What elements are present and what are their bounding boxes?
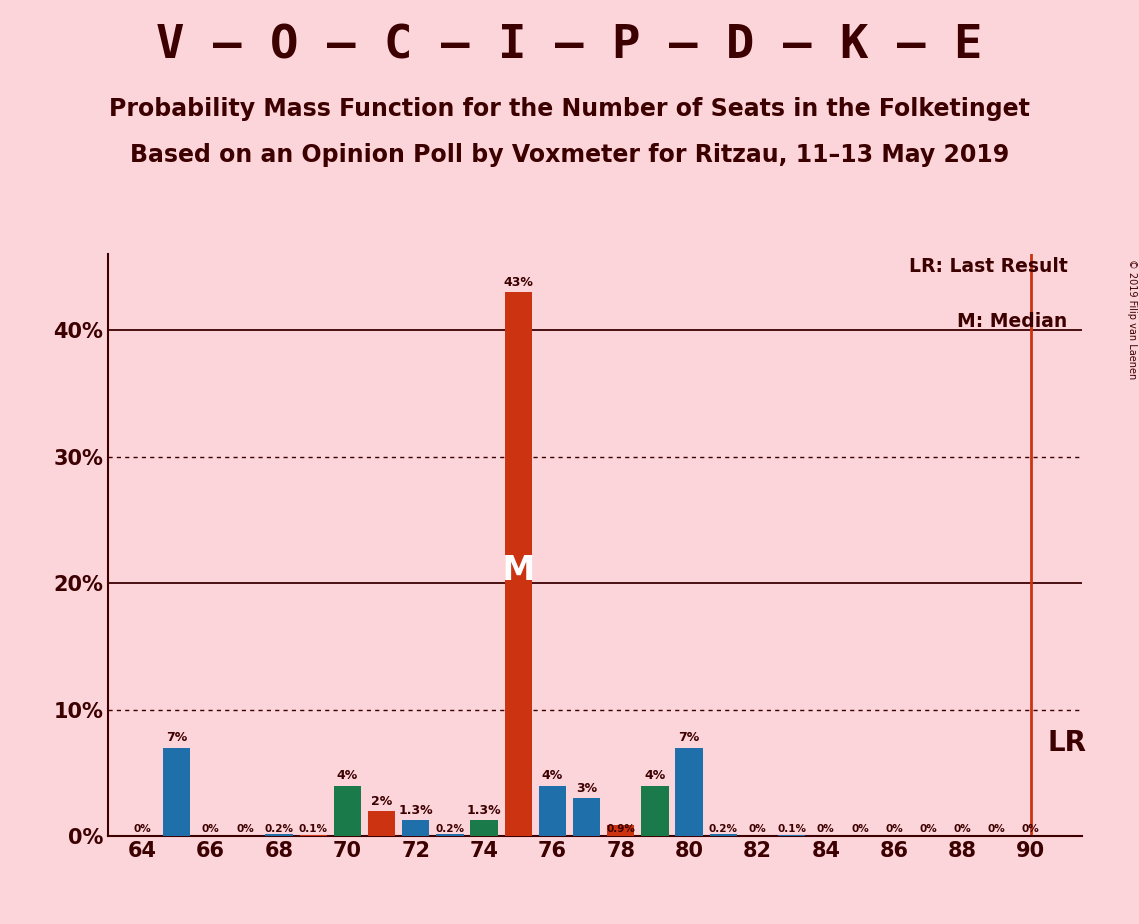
Text: 7%: 7% [679, 732, 699, 745]
Text: LR: LR [1048, 729, 1087, 757]
Text: 0%: 0% [133, 824, 151, 834]
Text: Based on an Opinion Poll by Voxmeter for Ritzau, 11–13 May 2019: Based on an Opinion Poll by Voxmeter for… [130, 143, 1009, 167]
Bar [402, 820, 429, 836]
Text: 1.3%: 1.3% [467, 804, 501, 817]
Text: 0%: 0% [748, 824, 767, 834]
Bar [436, 833, 464, 836]
Bar [573, 798, 600, 836]
Text: 2%: 2% [371, 795, 392, 808]
Bar [334, 785, 361, 836]
Text: 1.3%: 1.3% [399, 804, 433, 817]
Text: 0.1%: 0.1% [777, 824, 806, 834]
Text: 0%: 0% [953, 824, 972, 834]
Text: 0%: 0% [202, 824, 220, 834]
Bar [675, 748, 703, 836]
Text: M: M [501, 554, 535, 587]
Text: 7%: 7% [166, 732, 187, 745]
Bar [641, 785, 669, 836]
Text: 0.2%: 0.2% [435, 824, 465, 834]
Text: 0.2%: 0.2% [264, 824, 294, 834]
Text: 4%: 4% [645, 770, 665, 783]
Bar [710, 833, 737, 836]
Bar [607, 825, 634, 836]
Text: © 2019 Filip van Laenen: © 2019 Filip van Laenen [1126, 259, 1137, 379]
Text: 0%: 0% [817, 824, 835, 834]
Bar [505, 292, 532, 836]
Text: 43%: 43% [503, 276, 533, 289]
Text: LR: Last Result: LR: Last Result [909, 257, 1067, 276]
Bar [778, 835, 805, 836]
Text: 4%: 4% [337, 770, 358, 783]
Text: 0.2%: 0.2% [708, 824, 738, 834]
Bar [265, 833, 293, 836]
Text: V – O – C – I – P – D – K – E: V – O – C – I – P – D – K – E [156, 23, 983, 68]
Text: 0.1%: 0.1% [298, 824, 328, 834]
Text: 0%: 0% [885, 824, 903, 834]
Text: Probability Mass Function for the Number of Seats in the Folketinget: Probability Mass Function for the Number… [109, 97, 1030, 121]
Text: 0%: 0% [851, 824, 869, 834]
Text: 0%: 0% [919, 824, 937, 834]
Text: 3%: 3% [576, 782, 597, 795]
Text: 4%: 4% [542, 770, 563, 783]
Bar [539, 785, 566, 836]
Text: 0%: 0% [236, 824, 254, 834]
Text: M: Median: M: Median [957, 312, 1067, 332]
Bar [300, 835, 327, 836]
Bar [470, 820, 498, 836]
Text: 0%: 0% [988, 824, 1006, 834]
Bar [368, 811, 395, 836]
Bar [163, 748, 190, 836]
Text: 0%: 0% [1022, 824, 1040, 834]
Text: 0.9%: 0.9% [606, 824, 636, 834]
